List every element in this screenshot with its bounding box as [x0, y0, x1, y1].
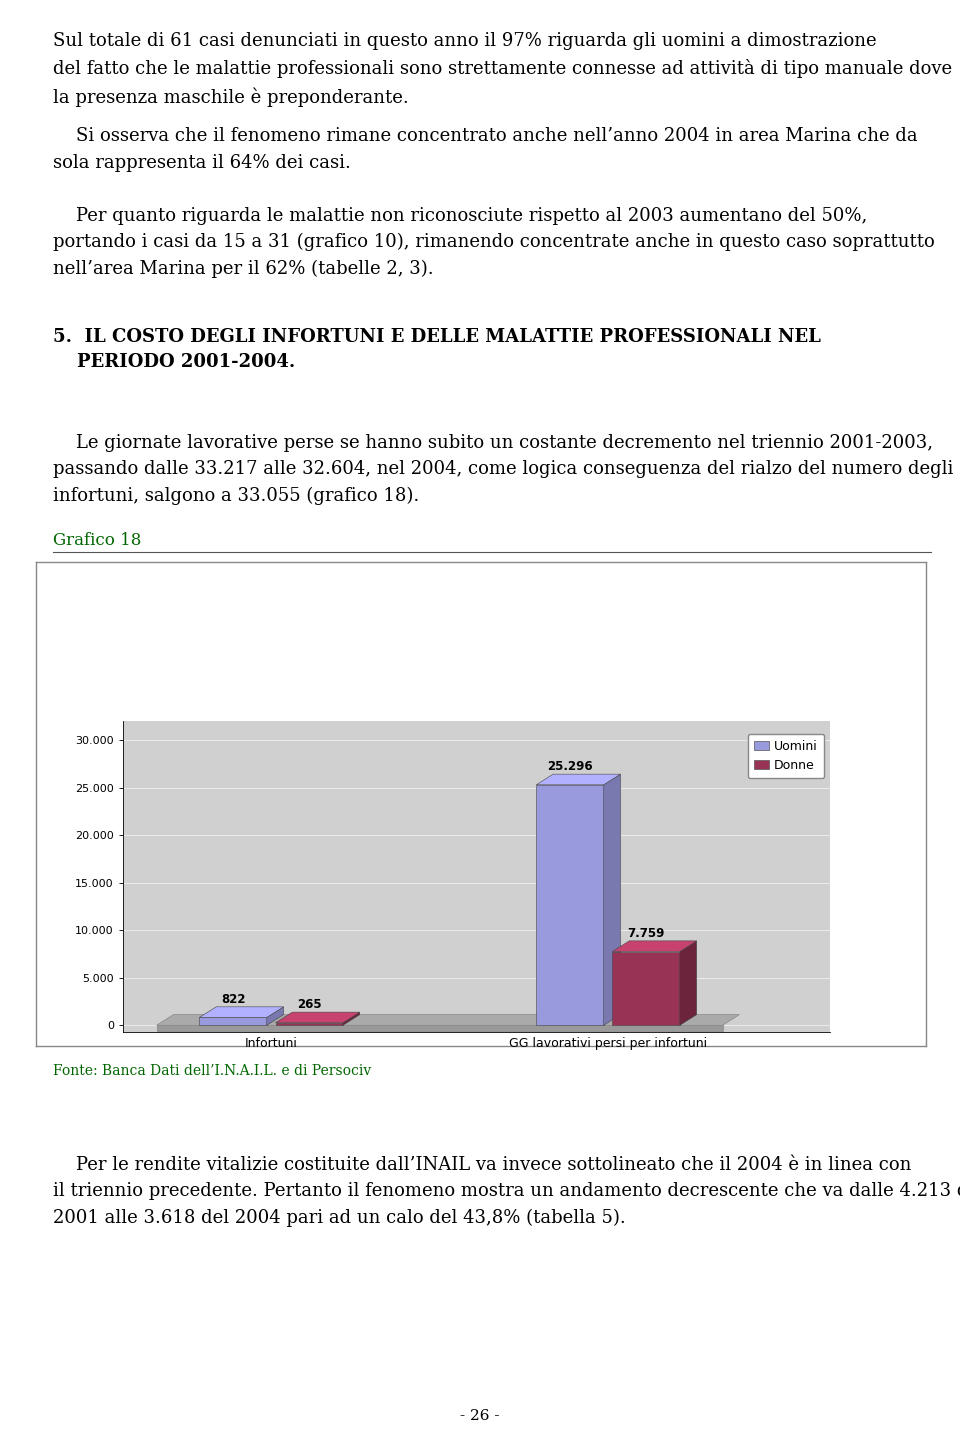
Polygon shape — [537, 775, 620, 785]
Text: Sul totale di 61 casi denunciati in questo anno il 97% riguarda gli uomini a dim: Sul totale di 61 casi denunciati in ques… — [53, 32, 952, 107]
Polygon shape — [156, 1014, 739, 1026]
Text: Si osserva che il fenomeno rimane concentrato anche nell’anno 2004 in area Marin: Si osserva che il fenomeno rimane concen… — [53, 127, 918, 172]
Polygon shape — [612, 941, 697, 951]
Polygon shape — [343, 1011, 360, 1026]
Polygon shape — [604, 775, 620, 1026]
Text: 2004: 2004 — [457, 587, 503, 604]
Text: 25.296: 25.296 — [547, 760, 592, 773]
Bar — [537, 785, 604, 1026]
Text: 5.  IL COSTO DEGLI INFORTUNI E DELLE MALATTIE PROFESSIONALI NEL: 5. IL COSTO DEGLI INFORTUNI E DELLE MALA… — [53, 328, 821, 345]
Text: Giorni lavorativi persi per infortuni/malattie professionali  Anno: Giorni lavorativi persi per infortuni/ma… — [180, 564, 780, 581]
Text: 822: 822 — [221, 993, 246, 1006]
Polygon shape — [267, 1007, 283, 1026]
Text: Per le rendite vitalizie costituite dall’INAIL va invece sottolineato che il 200: Per le rendite vitalizie costituite dall… — [53, 1156, 960, 1227]
Bar — [612, 951, 680, 1026]
Text: 265: 265 — [297, 998, 322, 1011]
Bar — [276, 1023, 343, 1026]
Text: Fonte: Banca Dati dell’I.N.A.I.L. e di Persociv: Fonte: Banca Dati dell’I.N.A.I.L. e di P… — [53, 1064, 372, 1078]
Text: Per quanto riguarda le malattie non riconosciute rispetto al 2003 aumentano del : Per quanto riguarda le malattie non rico… — [53, 207, 934, 279]
Text: Grafico 18: Grafico 18 — [53, 532, 141, 549]
Text: - 26 -: - 26 - — [460, 1409, 500, 1423]
Polygon shape — [200, 1007, 283, 1017]
Bar — [200, 1017, 267, 1026]
Bar — [156, 1026, 723, 1032]
Legend: Uomini, Donne: Uomini, Donne — [748, 734, 824, 779]
Polygon shape — [276, 1011, 360, 1023]
Text: 7.759: 7.759 — [628, 926, 664, 939]
Text: PERIODO 2001-2004.: PERIODO 2001-2004. — [77, 353, 295, 370]
Polygon shape — [680, 941, 697, 1026]
Text: Le giornate lavorative perse se hanno subito un costante decremento nel triennio: Le giornate lavorative perse se hanno su… — [53, 434, 953, 504]
